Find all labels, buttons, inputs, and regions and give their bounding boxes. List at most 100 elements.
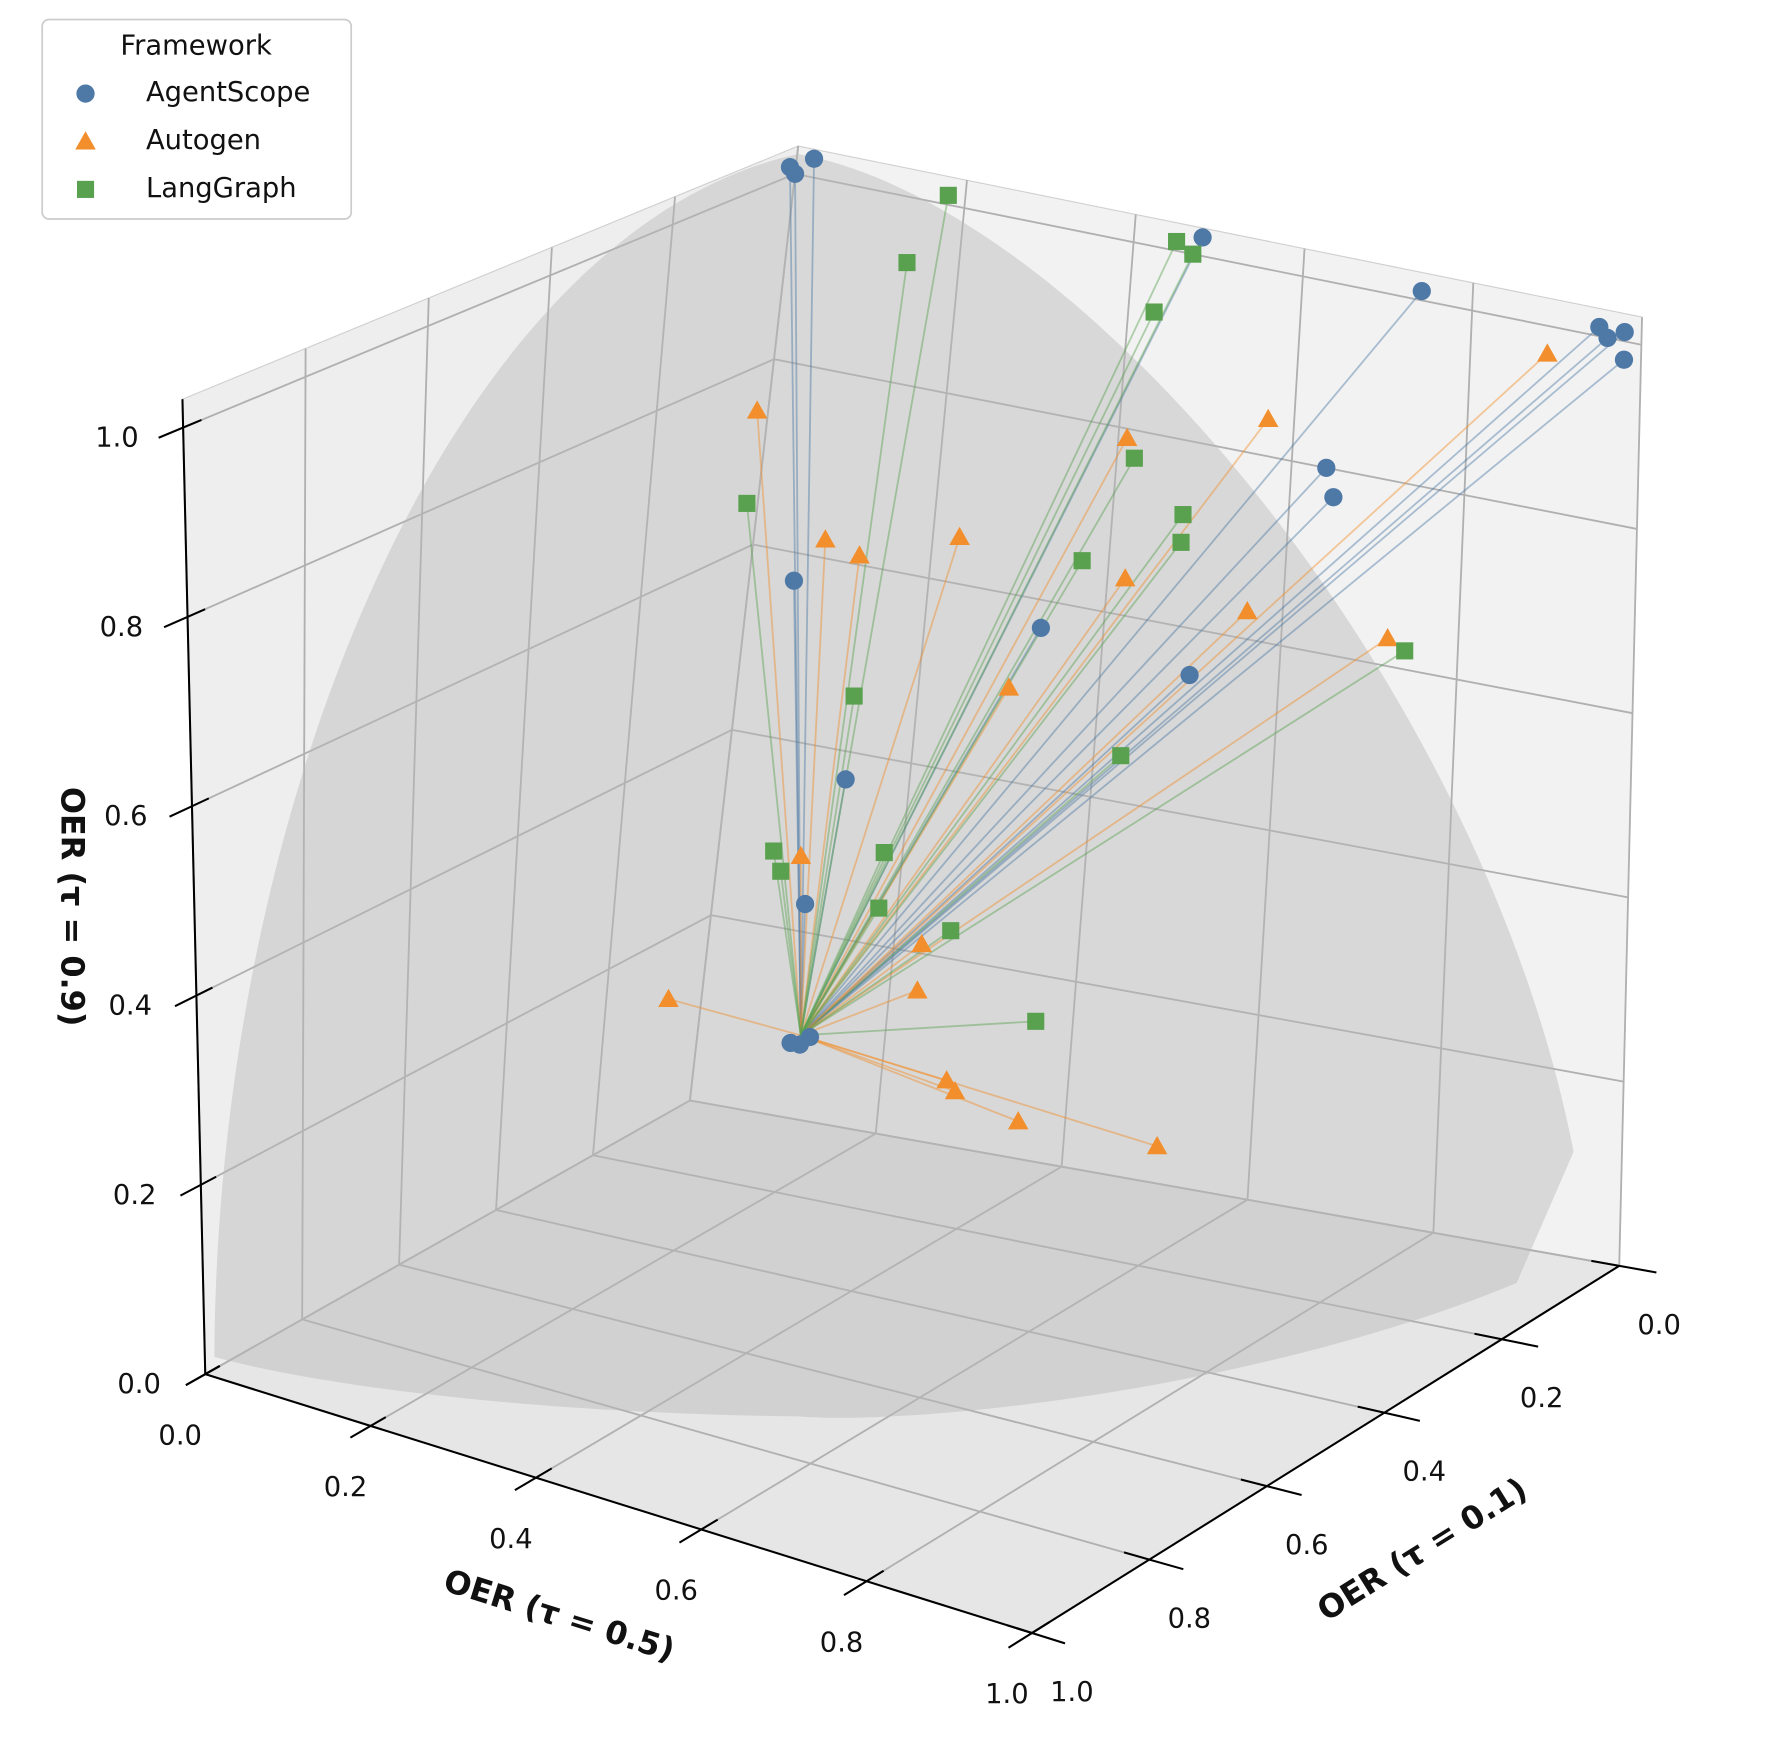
grid-line [689,1099,1620,1267]
marker-square [76,180,95,198]
marker-square [942,922,960,940]
connector-line [799,852,886,1036]
y-axis-label: OER (τ = 0.5) [439,1561,679,1669]
y-tick-label: 0.4 [489,1524,533,1555]
marker-square [1073,552,1091,570]
marker-circle [804,149,824,168]
marker-triangle [1237,600,1258,620]
connector-line [793,580,802,1036]
y-tick-label: 0.0 [158,1420,202,1451]
connector-line [800,352,1548,1037]
y-tick [349,1416,387,1439]
grid-line [700,1198,1248,1531]
marker-square [1168,232,1186,251]
marker-circle [785,164,805,183]
connector-line [799,158,815,1036]
marker-triangle [658,988,679,1007]
grid-line [773,358,1638,530]
grid-line [535,1165,1063,1479]
marker-circle [1615,322,1634,342]
connector-line [745,503,802,1036]
y-tick-label: 0.8 [820,1627,864,1658]
marker-square [772,862,790,880]
x-axis-label: OER (τ = 0.1) [1310,1470,1533,1629]
marker-triangle [949,526,970,546]
marker-circle [1324,488,1343,507]
connector-line [799,539,827,1036]
marker-circle [784,571,804,590]
grid-line [398,297,430,1265]
y-tick-label: 0.2 [324,1472,368,1503]
y-tick [1007,1621,1051,1649]
grid-line [1060,214,1137,1167]
marker-triangle [1146,1135,1168,1155]
connector-line [789,167,802,1036]
grid-line [191,543,754,808]
connector-line [799,262,908,1036]
marker-square [1125,449,1143,467]
connector-line [794,173,802,1036]
grid-line [495,247,553,1211]
marker-square [1396,642,1414,660]
connector-line [799,560,1083,1036]
grid-line [182,173,796,429]
connector-line [800,637,1389,1037]
connector-line [800,359,1625,1037]
connector-line [799,903,807,1036]
grid-line [195,729,733,997]
z-tick-label: 0.0 [117,1369,161,1400]
y-tick [678,1518,719,1544]
x-tick-label: 0.8 [1168,1604,1212,1635]
connector-line [799,311,1155,1036]
grid-line [752,543,1633,715]
legend-label: LangGraph [146,173,297,204]
legend-title: Framework [120,30,272,61]
grid-line [710,914,1624,1083]
y-tick [514,1467,553,1492]
connector-line [800,514,1184,1036]
grid-line [731,728,1629,899]
marker-circle [1412,281,1431,301]
grid-line [1246,248,1306,1200]
marker-square [875,844,893,862]
connector-line [800,754,1122,1037]
x-tick-label: 0.0 [1637,1310,1681,1341]
grid-line [204,1099,691,1375]
grid-line [370,1132,877,1427]
grid-line [1432,282,1475,1233]
y-tick [843,1569,885,1597]
marker-square [939,186,957,204]
legend-box [41,18,353,220]
x-tick [1474,1332,1539,1348]
legend-label: AgentScope [146,77,310,108]
connector-line [799,536,961,1036]
connector-line [799,779,847,1036]
connector-line [800,989,918,1037]
x-tick-label: 1.0 [1050,1677,1094,1708]
connector-line [800,467,1327,1036]
y-tick [185,1365,221,1387]
z-tick [174,986,213,1008]
connector-line [800,650,1406,1037]
marker-triangle [907,980,928,999]
x-tick [1240,1478,1302,1496]
x-tick [1591,1259,1657,1274]
marker-triangle [1537,343,1558,362]
z-tick-label: 0.6 [104,801,148,832]
x-axis [1031,1264,1620,1634]
connector-line [772,850,802,1036]
marker-circle [1180,665,1199,685]
connector-line [800,541,1182,1036]
marker-triangle [75,131,96,150]
connector-line [799,695,856,1036]
grid-line [301,348,307,1320]
z-tick-label: 0.2 [113,1180,157,1211]
marker-triangle [1114,568,1136,587]
marker-triangle [1007,1111,1029,1130]
connector-line [799,687,1010,1036]
connector-line [799,241,1178,1036]
grid-line [200,914,712,1186]
connector-line [800,496,1335,1036]
marker-circle [1614,350,1634,369]
